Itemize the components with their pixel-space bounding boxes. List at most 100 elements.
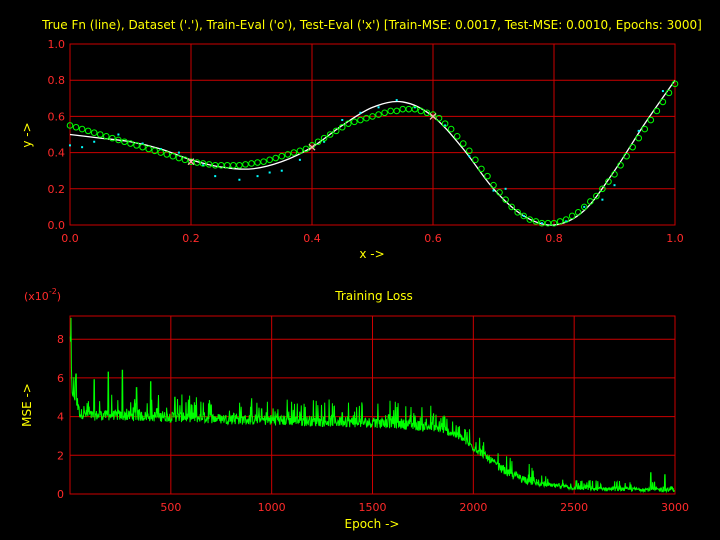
- scale-label-base: (x10: [24, 290, 49, 303]
- train-eval-point: [237, 162, 243, 168]
- train-eval-point: [140, 144, 146, 150]
- bottom-x-tick-label: 500: [160, 501, 181, 514]
- top-x-tick-label: 1.0: [666, 232, 684, 245]
- bottom-x-tick-label: 1000: [258, 501, 286, 514]
- train-eval-point: [636, 135, 642, 141]
- dataset-point: [505, 188, 507, 190]
- dataset-point: [541, 222, 543, 224]
- train-eval-point: [642, 126, 648, 132]
- top-chart-y-axis-label: y ->: [20, 122, 34, 147]
- top-chart-x-ticks: 0.0 0.2 0.4 0.6 0.8 1.0: [61, 232, 684, 245]
- top-y-tick-label: 0.4: [48, 147, 66, 160]
- top-chart-y-ticks: 0.0 0.2 0.4 0.6 0.8 1.0: [48, 38, 66, 232]
- bottom-x-tick-label: 3000: [661, 501, 689, 514]
- bottom-chart-title: Training Loss: [334, 289, 412, 303]
- train-eval-point: [267, 157, 273, 163]
- dataset-point: [178, 152, 180, 154]
- train-eval-point: [73, 124, 79, 130]
- dataset-point: [638, 130, 640, 132]
- dataset-point: [81, 146, 83, 148]
- top-x-tick-label: 0.6: [424, 232, 442, 245]
- train-eval-point: [394, 108, 400, 114]
- dataset-point: [493, 190, 495, 192]
- dataset-point: [601, 199, 603, 201]
- train-eval-point: [400, 106, 406, 112]
- bottom-chart-y-axis-label: MSE ->: [20, 383, 34, 427]
- train-eval-point: [97, 132, 103, 138]
- top-y-tick-label: 0.8: [48, 74, 66, 87]
- train-eval-point: [225, 162, 231, 168]
- train-eval-point: [575, 210, 581, 216]
- bottom-y-tick-label: 6: [57, 372, 64, 385]
- dataset-point: [662, 90, 664, 92]
- train-eval-point: [491, 182, 497, 188]
- dataset-point: [69, 144, 71, 146]
- top-chart-grid: [70, 44, 675, 225]
- train-eval-point: [243, 162, 249, 168]
- train-eval-point: [654, 108, 660, 114]
- bottom-y-tick-label: 2: [57, 449, 64, 462]
- train-eval-point: [255, 160, 261, 166]
- train-eval-point: [569, 213, 575, 219]
- bottom-y-tick-label: 4: [57, 411, 64, 424]
- train-eval-point: [406, 106, 412, 112]
- train-eval-point: [91, 130, 97, 136]
- dataset-point: [257, 175, 259, 177]
- train-eval-point: [388, 108, 394, 114]
- train-eval-point: [122, 139, 128, 145]
- train-eval-point: [352, 119, 358, 125]
- dataset-point: [269, 172, 271, 174]
- dataset-point: [93, 141, 95, 143]
- dataset-point: [583, 206, 585, 208]
- bottom-x-tick-label: 1500: [359, 501, 387, 514]
- train-eval-point: [648, 117, 654, 123]
- train-eval-circles: [67, 81, 678, 226]
- bottom-chart-y-ticks: 0 2 4 6 8: [57, 333, 64, 501]
- bottom-chart-x-axis-label: Epoch ->: [345, 517, 400, 531]
- top-x-tick-label: 0.8: [545, 232, 563, 245]
- train-eval-point: [170, 153, 176, 159]
- train-eval-point: [485, 173, 491, 179]
- train-eval-point: [231, 162, 237, 168]
- train-eval-point: [382, 110, 388, 116]
- top-y-tick-label: 1.0: [48, 38, 66, 51]
- scale-label-exponent: -2: [49, 287, 57, 296]
- dataset-point: [468, 155, 470, 157]
- train-eval-point: [261, 159, 267, 165]
- train-eval-point: [460, 141, 466, 147]
- train-eval-point: [630, 144, 636, 150]
- train-eval-point: [473, 157, 479, 163]
- top-chart-frame: [70, 44, 675, 225]
- bottom-chart: Training Loss (x10-2) 500 1000 1500 2000 250…: [20, 287, 689, 531]
- train-eval-point: [358, 117, 364, 123]
- train-eval-point: [273, 155, 279, 161]
- dataset-point: [341, 119, 343, 121]
- top-y-tick-label: 0.2: [48, 183, 66, 196]
- top-chart: True Fn (line), Dataset ('.'), Train-Eva…: [20, 18, 702, 261]
- dataset-point: [359, 112, 361, 114]
- train-eval-point: [249, 161, 255, 167]
- train-eval-point: [79, 126, 85, 132]
- dataset-point: [523, 215, 525, 217]
- dataset-point: [614, 184, 616, 186]
- train-eval-point: [146, 146, 152, 152]
- train-eval-point: [557, 219, 563, 225]
- top-x-tick-label: 0.4: [303, 232, 321, 245]
- bottom-x-tick-label: 2500: [560, 501, 588, 514]
- bottom-chart-grid: [70, 316, 675, 494]
- dataset-point: [238, 179, 240, 181]
- bottom-chart-scale-label: (x10-2): [24, 287, 61, 303]
- scale-label-close: ): [57, 290, 61, 303]
- top-y-tick-label: 0.0: [48, 219, 66, 232]
- top-y-tick-label: 0.6: [48, 110, 66, 123]
- bottom-y-tick-label: 0: [57, 488, 64, 501]
- dataset-point: [281, 170, 283, 172]
- top-x-tick-label: 0.0: [61, 232, 79, 245]
- bottom-y-tick-label: 8: [57, 333, 64, 346]
- train-eval-point: [448, 126, 454, 132]
- dataset-point: [396, 99, 398, 101]
- dataset-point: [117, 134, 119, 136]
- top-chart-title: True Fn (line), Dataset ('.'), Train-Eva…: [41, 18, 702, 32]
- train-eval-point: [479, 166, 485, 172]
